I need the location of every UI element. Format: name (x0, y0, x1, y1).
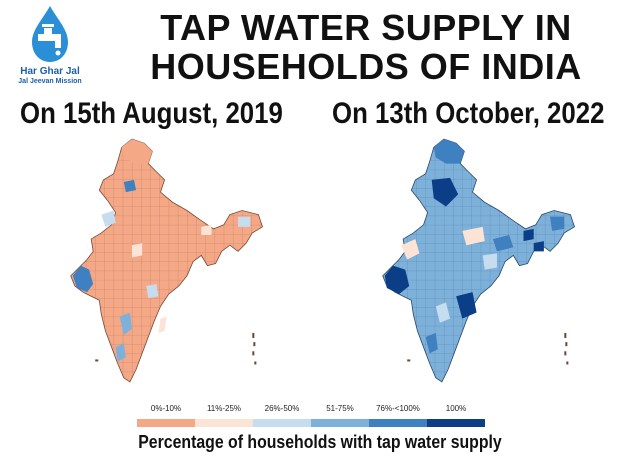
district-highlights-2019 (72, 139, 251, 362)
district-highlights-2022 (384, 139, 565, 354)
logo-name-line2: Jal Jeevan Mission (18, 78, 82, 85)
title-line-1: TAP WATER SUPPLY IN (160, 7, 572, 48)
map-2019-date-label: On 15th August, 2019 (20, 97, 283, 130)
legend-label: 26%-50% (264, 404, 300, 413)
legend-item: 26%-50% (253, 402, 311, 430)
legend-item: 51-75% (311, 402, 369, 430)
legend-swatch (137, 419, 195, 427)
legend-item: 100% (427, 402, 485, 430)
legend-swatch (195, 419, 253, 427)
legend-item: 0%-10% (137, 402, 195, 430)
legend-label: 100% (445, 404, 467, 413)
india-outline (382, 138, 575, 383)
water-drop-tap-icon (32, 6, 68, 62)
legend-label: 76%-<100% (376, 404, 420, 413)
india-map-2022 (382, 138, 575, 383)
india-map-2019 (70, 138, 263, 383)
legend-swatch (427, 419, 485, 427)
islands-2019 (95, 332, 257, 365)
jal-jeevan-mission-logo: Har Ghar Jal Jal Jeevan Mission (14, 4, 86, 100)
legend-swatch (311, 419, 369, 427)
legend-item: 76%-<100% (369, 402, 427, 430)
legend-label: 0%-10% (150, 404, 182, 413)
title-line-2: HOUSEHOLDS OF INDIA (150, 46, 582, 87)
legend-swatch (369, 419, 427, 427)
legend-title: Percentage of households with tap water … (138, 432, 502, 452)
legend-label: 51-75% (326, 404, 354, 413)
map-legend: 0%-10% 11%-25% 26%-50% 51-75% 76%-<100% … (137, 402, 487, 430)
legend-label: 11%-25% (206, 404, 242, 413)
page-title: TAP WATER SUPPLY IN HOUSEHOLDS OF INDIA (96, 8, 636, 86)
map-2022-date-label: On 13th October, 2022 (332, 97, 605, 130)
legend-item: 11%-25% (195, 402, 253, 430)
legend-swatch (253, 419, 311, 427)
india-outline (70, 138, 263, 383)
islands-2022 (407, 332, 569, 365)
logo-name-line1: Har Ghar Jal (20, 66, 80, 77)
